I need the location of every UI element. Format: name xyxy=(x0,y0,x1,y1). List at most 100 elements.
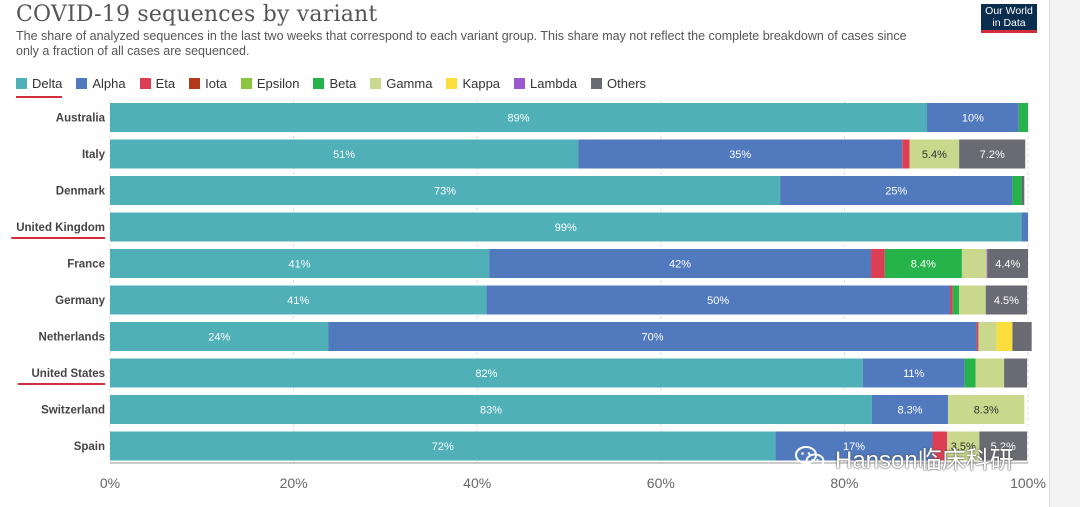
x-tick-label: 60% xyxy=(647,475,675,491)
chart-title: COVID-19 sequences by variant xyxy=(16,2,378,27)
bar-segment xyxy=(959,139,1026,169)
bar-segment xyxy=(328,322,977,351)
bar-segment xyxy=(932,431,948,461)
legend-item-eta[interactable]: Eta xyxy=(139,75,176,91)
bar-segment xyxy=(1021,212,1028,242)
bar-segment xyxy=(1021,176,1025,205)
bar-data-label: 72% xyxy=(432,441,454,453)
category-label: Netherlands xyxy=(39,332,105,344)
bar-data-label: 10% xyxy=(962,113,984,125)
legend-swatch xyxy=(591,77,603,89)
bar-segment xyxy=(775,431,933,461)
bar-segment xyxy=(110,139,579,169)
bar-data-label: 8.4% xyxy=(911,259,936,271)
legend-swatch xyxy=(370,77,382,89)
bar-segment xyxy=(110,358,863,388)
bar-data-label: 4.4% xyxy=(995,259,1020,271)
bar-data-label: 82% xyxy=(475,368,497,380)
legend-swatch xyxy=(139,77,151,89)
bar-data-label: 41% xyxy=(289,259,311,271)
legend-label: Kappa xyxy=(462,75,501,91)
bar-segment xyxy=(871,395,949,424)
legend-item-beta[interactable]: Beta xyxy=(313,76,356,91)
bar-segment xyxy=(947,431,980,461)
bar-segment xyxy=(780,176,1013,205)
bar-segment xyxy=(964,358,976,388)
bar-data-label: 70% xyxy=(642,332,664,344)
legend-item-others[interactable]: Others xyxy=(591,76,646,91)
bar-segment xyxy=(1004,358,1028,388)
legend-item-gamma[interactable]: Gamma xyxy=(370,76,432,91)
legend-item-lambda[interactable]: Lambda xyxy=(514,76,577,91)
legend-label: Eta xyxy=(155,75,176,91)
bar-data-label: 41% xyxy=(287,295,309,307)
category-label: United Kingdom xyxy=(16,222,105,234)
category-label: United States xyxy=(32,368,106,380)
bar-segment xyxy=(1018,103,1028,132)
bar-data-label: 17% xyxy=(843,441,865,453)
bar-data-label: 3.5% xyxy=(951,441,976,453)
legend-label: Delta xyxy=(32,75,63,91)
bar-data-label: 25% xyxy=(885,186,907,198)
bar-segment xyxy=(110,431,776,461)
bar-segment xyxy=(884,249,962,278)
bar-segment xyxy=(110,176,781,205)
watermark: Hanson临床科研 xyxy=(795,440,1014,475)
category-label: Germany xyxy=(55,295,105,307)
bar-segment xyxy=(110,249,490,278)
legend-swatch xyxy=(446,77,458,89)
bar-segment xyxy=(979,431,1028,461)
bar-data-label: 42% xyxy=(669,259,691,271)
bar-segment xyxy=(486,285,950,315)
bar-segment xyxy=(996,322,1013,351)
bar-data-label: 7.2% xyxy=(980,149,1005,161)
legend-swatch xyxy=(16,77,27,89)
legend-swatch xyxy=(240,77,252,89)
bar-data-label: 99% xyxy=(555,222,577,234)
bar-data-label: 8.3% xyxy=(897,405,922,417)
scrollbar[interactable] xyxy=(1049,0,1080,507)
legend-item-delta[interactable]: Delta xyxy=(16,75,63,98)
bar-segment xyxy=(110,212,1022,242)
x-tick-label: 40% xyxy=(463,475,491,491)
logo-line-2: in Data xyxy=(992,17,1026,29)
stacked-bar-chart: 0% 20% 40% 60% 80% 100% Australia 89% 10% Italy 51… xyxy=(11,100,1046,491)
bar-segment xyxy=(110,285,487,315)
bar-segment xyxy=(961,249,987,278)
bar-segment xyxy=(927,103,1019,132)
bar-segment xyxy=(985,285,1028,315)
category-label: Spain xyxy=(74,441,105,453)
legend-item-alpha[interactable]: Alpha xyxy=(76,76,126,91)
bar-data-label: 73% xyxy=(434,186,456,198)
legend-item-kappa[interactable]: Kappa xyxy=(446,76,500,91)
x-tick-label: 80% xyxy=(830,475,858,491)
category-label: Italy xyxy=(82,149,106,161)
bar-segment xyxy=(902,139,910,169)
x-tick-label: 20% xyxy=(280,475,308,491)
bar-segment xyxy=(871,249,885,278)
legend-swatch xyxy=(514,77,526,89)
category-label: Denmark xyxy=(56,186,106,198)
legend-swatch xyxy=(76,77,88,89)
bar-data-label: 5.2% xyxy=(991,441,1016,453)
legend-swatch xyxy=(313,77,325,89)
bar-segment xyxy=(1012,176,1022,205)
legend-item-iota[interactable]: Iota xyxy=(189,76,227,91)
bar-segment xyxy=(578,139,903,169)
bar-segment xyxy=(110,103,928,132)
bar-data-label: 4.5% xyxy=(994,295,1019,307)
logo-line-1: Our World xyxy=(985,5,1033,17)
owid-logo[interactable]: Our World in Data xyxy=(981,4,1037,33)
legend-label: Iota xyxy=(205,75,227,91)
bar-data-label: 83% xyxy=(480,405,502,417)
category-label: France xyxy=(67,259,105,271)
bar-segment xyxy=(975,358,1005,388)
legend-label: Lambda xyxy=(530,75,578,91)
bar-data-label: 35% xyxy=(729,149,751,161)
bar-segment xyxy=(987,249,1028,278)
watermark-text: Hanson临床科研 xyxy=(835,447,1014,474)
category-label: Australia xyxy=(56,113,106,125)
chart-subtitle: The share of analyzed sequences in the l… xyxy=(16,29,907,58)
bar-segment xyxy=(959,285,986,315)
legend-item-epsilon[interactable]: Epsilon xyxy=(240,76,299,91)
